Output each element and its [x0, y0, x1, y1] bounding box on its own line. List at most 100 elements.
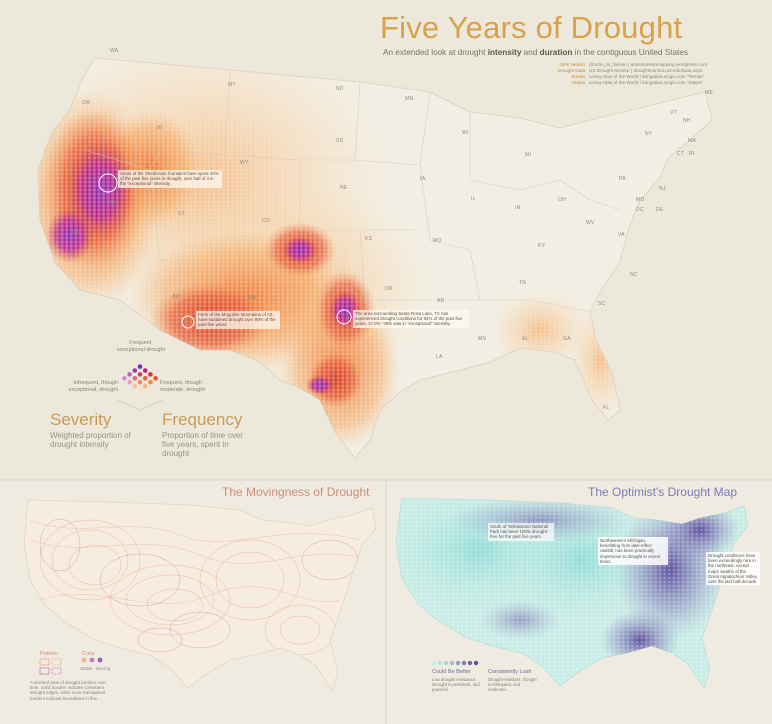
optimist-legend-swatch — [443, 660, 449, 666]
state-label-ma: MA — [688, 138, 697, 144]
legend-swatch — [153, 376, 158, 381]
state-label-ri: RI — [689, 151, 695, 157]
state-label-tn: TN — [519, 280, 527, 286]
bivariate-legend-grid — [117, 364, 163, 411]
optimist-note-michigan: Northwestern Michigan, benefitting from … — [598, 537, 668, 566]
legend-frequency-title: Frequency — [162, 410, 243, 429]
state-label-ny: NY — [645, 131, 653, 137]
state-label-de: DE — [656, 207, 664, 213]
movingness-map — [23, 499, 377, 691]
state-label-mo: MO — [433, 238, 442, 244]
legend-frequency-sub: Proportion of time over five years, spen… — [162, 431, 243, 458]
movingness-legend-color: Color — [82, 651, 96, 657]
credit-row: States Living Atlas of the World | living… — [520, 80, 735, 86]
optimist-legend-right: Consistently Lush — [488, 669, 532, 675]
state-label-la: LA — [436, 354, 443, 360]
movingness-legend-stable: Stable — [80, 666, 93, 671]
state-label-mn: MN — [405, 96, 414, 102]
optimist-legend-swatch — [455, 660, 461, 666]
movingness-note: A stacked view of drought borders over t… — [30, 680, 106, 701]
legend-swatch — [137, 379, 143, 385]
optimist-legend-swatch — [467, 660, 473, 666]
state-label-va: VA — [618, 232, 625, 238]
legend-swatch — [132, 383, 138, 389]
legend-axes — [117, 399, 163, 411]
optimist-legend-swatch — [437, 660, 443, 666]
legend-swatch — [137, 372, 143, 377]
optimist-legend-swatch — [473, 660, 479, 666]
highlight-circle-mogollon — [181, 315, 195, 329]
legend-swatch — [142, 368, 148, 373]
state-label-ms: MS — [478, 336, 487, 342]
state-label-nj: NJ — [659, 186, 666, 192]
state-label-co: CO — [262, 218, 271, 224]
credit-value: @John_M_Nelson | adventuresinmapping.wor… — [589, 62, 707, 67]
legend-swatch — [142, 383, 148, 389]
optimist-legend-left-sub: Low drought resistance. Drought is persi… — [432, 677, 480, 692]
state-label-ne: NE — [340, 185, 348, 191]
state-label-ca: CA — [72, 230, 80, 236]
movingness-legend-pattern: Pattern — [40, 651, 58, 657]
credits: John Nelson @John_M_Nelson | adventuresin… — [520, 62, 735, 86]
legend-severity-title: Severity — [50, 410, 112, 429]
optimist-legend-swatch — [449, 660, 455, 666]
annotation-mogollon: Parts of the Mogollon Mountains of AZ, h… — [196, 311, 280, 329]
optimist-legend-scale — [431, 660, 479, 666]
state-label-wy: WY — [240, 160, 249, 166]
state-label-me: ME — [705, 90, 714, 96]
highlight-circle-sierra — [98, 173, 118, 193]
poster-subtitle: An extended look at drought intensity an… — [383, 48, 688, 57]
state-label-sc: SC — [598, 301, 606, 307]
state-label-ar: AR — [437, 298, 445, 304]
state-label-ut: UT — [178, 211, 186, 217]
state-label-sd: SD — [336, 138, 344, 144]
state-label-wi: WI — [462, 130, 469, 136]
state-label-ks: KS — [365, 236, 373, 242]
legend-swatch — [132, 368, 138, 373]
optimist-legend-swatch — [461, 660, 467, 666]
poster-title: Five Years of Drought — [380, 10, 683, 45]
legend-swatch — [142, 376, 148, 381]
state-label-ga: GA — [563, 336, 571, 342]
subtitle-pre: An extended look at drought — [383, 48, 488, 57]
state-label-md: MD — [636, 197, 645, 203]
legend-severity-sub: Weighted proportion of drought intensity — [50, 431, 131, 449]
state-label-dc: DC — [636, 207, 644, 213]
state-label-in: IN — [515, 205, 521, 211]
optimist-title: The Optimist's Drought Map — [588, 485, 738, 499]
state-label-nh: NH — [683, 118, 691, 124]
state-label-id: ID — [157, 125, 163, 131]
legend-swatch — [137, 364, 143, 369]
state-label-vt: VT — [670, 110, 677, 116]
state-label-pa: PA — [619, 176, 626, 182]
state-label-ct: CT — [677, 151, 685, 157]
state-label-nd: ND — [336, 86, 344, 92]
state-label-az: AZ — [172, 294, 179, 300]
legend-swatch — [122, 376, 127, 381]
state-label-oh: OH — [558, 197, 567, 203]
legend-infrequent-exceptional: Infrequent, though exceptional, drought — [68, 380, 118, 393]
legend-swatch — [148, 379, 153, 385]
annotation-sierra: Areas of the Sheldonian fountains have s… — [118, 170, 222, 188]
credit-key: States — [571, 80, 585, 85]
subtitle-duration: duration — [539, 48, 573, 57]
state-label-mt: MT — [228, 82, 236, 88]
state-label-nm: NM — [248, 295, 257, 301]
state-label-nc: NC — [630, 272, 638, 278]
optimist-legend-right-sub: Drought-resistant, drought is infrequent… — [488, 677, 537, 692]
optimist-note-east: Drought conditions have been exceedingly… — [706, 552, 760, 586]
state-label-nv: NV — [110, 200, 118, 206]
state-label-or: OR — [82, 100, 91, 106]
credit-value: Living Atlas of the World | livingatlas.… — [589, 74, 705, 79]
legend-swatch — [127, 372, 132, 377]
movingness-title: The Movingness of Drought — [222, 485, 370, 499]
legend-swatch — [132, 376, 138, 381]
state-label-fl: FL — [603, 405, 610, 411]
legend-swatch — [127, 379, 132, 385]
legend-swatch — [137, 387, 143, 393]
optimist-legend-swatch — [431, 660, 437, 666]
state-label-al: AL — [522, 336, 529, 342]
subtitle-intensity: intensity — [487, 48, 522, 57]
